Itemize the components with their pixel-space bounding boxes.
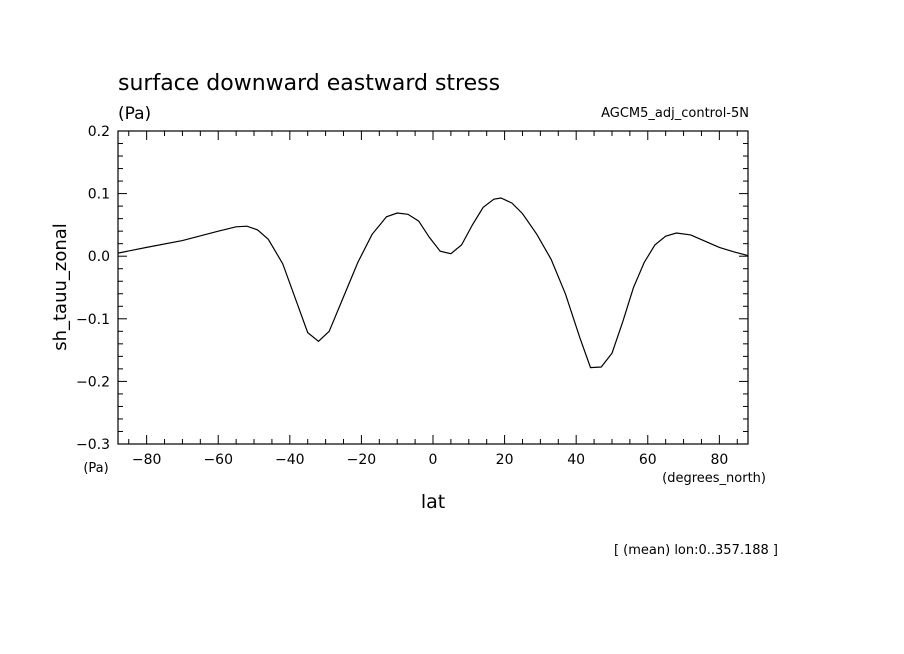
x-tick-label: 40 <box>567 452 585 468</box>
x-tick-label: 20 <box>496 452 514 468</box>
plot-frame <box>117 130 749 445</box>
footnote: [ (mean) lon:0..357.188 ] <box>614 543 778 558</box>
x-tick-label: 60 <box>639 452 657 468</box>
series-line <box>117 197 749 369</box>
axis-ticks <box>118 130 748 445</box>
y-tick-labels: −0.3 −0.2 −0.1 0.0 0.1 0.2 <box>76 124 110 453</box>
y-axis-title: sh_tauu_zonal <box>50 223 71 351</box>
x-tick-label: −20 <box>347 452 377 468</box>
x-axis-title: lat <box>421 491 445 513</box>
x-unit-label: (degrees_north) <box>662 471 766 486</box>
y-tick-label: 0.1 <box>88 187 110 203</box>
y-tick-label: −0.2 <box>76 374 110 390</box>
dataset-label: AGCM5_adj_control-5N <box>601 106 749 121</box>
y-tick-label: 0.2 <box>88 124 110 140</box>
x-tick-label: −80 <box>132 452 162 468</box>
x-tick-label: 0 <box>429 452 438 468</box>
y-tick-label: 0.0 <box>88 249 110 265</box>
y-unit-label: (Pa) <box>83 461 108 476</box>
units-label: (Pa) <box>118 104 151 124</box>
chart-title: surface downward eastward stress <box>118 71 500 96</box>
x-tick-label: −60 <box>203 452 233 468</box>
x-tick-label: −40 <box>275 452 305 468</box>
y-tick-label: −0.3 <box>76 437 110 453</box>
x-tick-label: 80 <box>710 452 728 468</box>
y-tick-label: −0.1 <box>76 312 110 328</box>
x-tick-labels: −80 −60 −40 −20 0 20 40 60 80 <box>132 452 728 468</box>
